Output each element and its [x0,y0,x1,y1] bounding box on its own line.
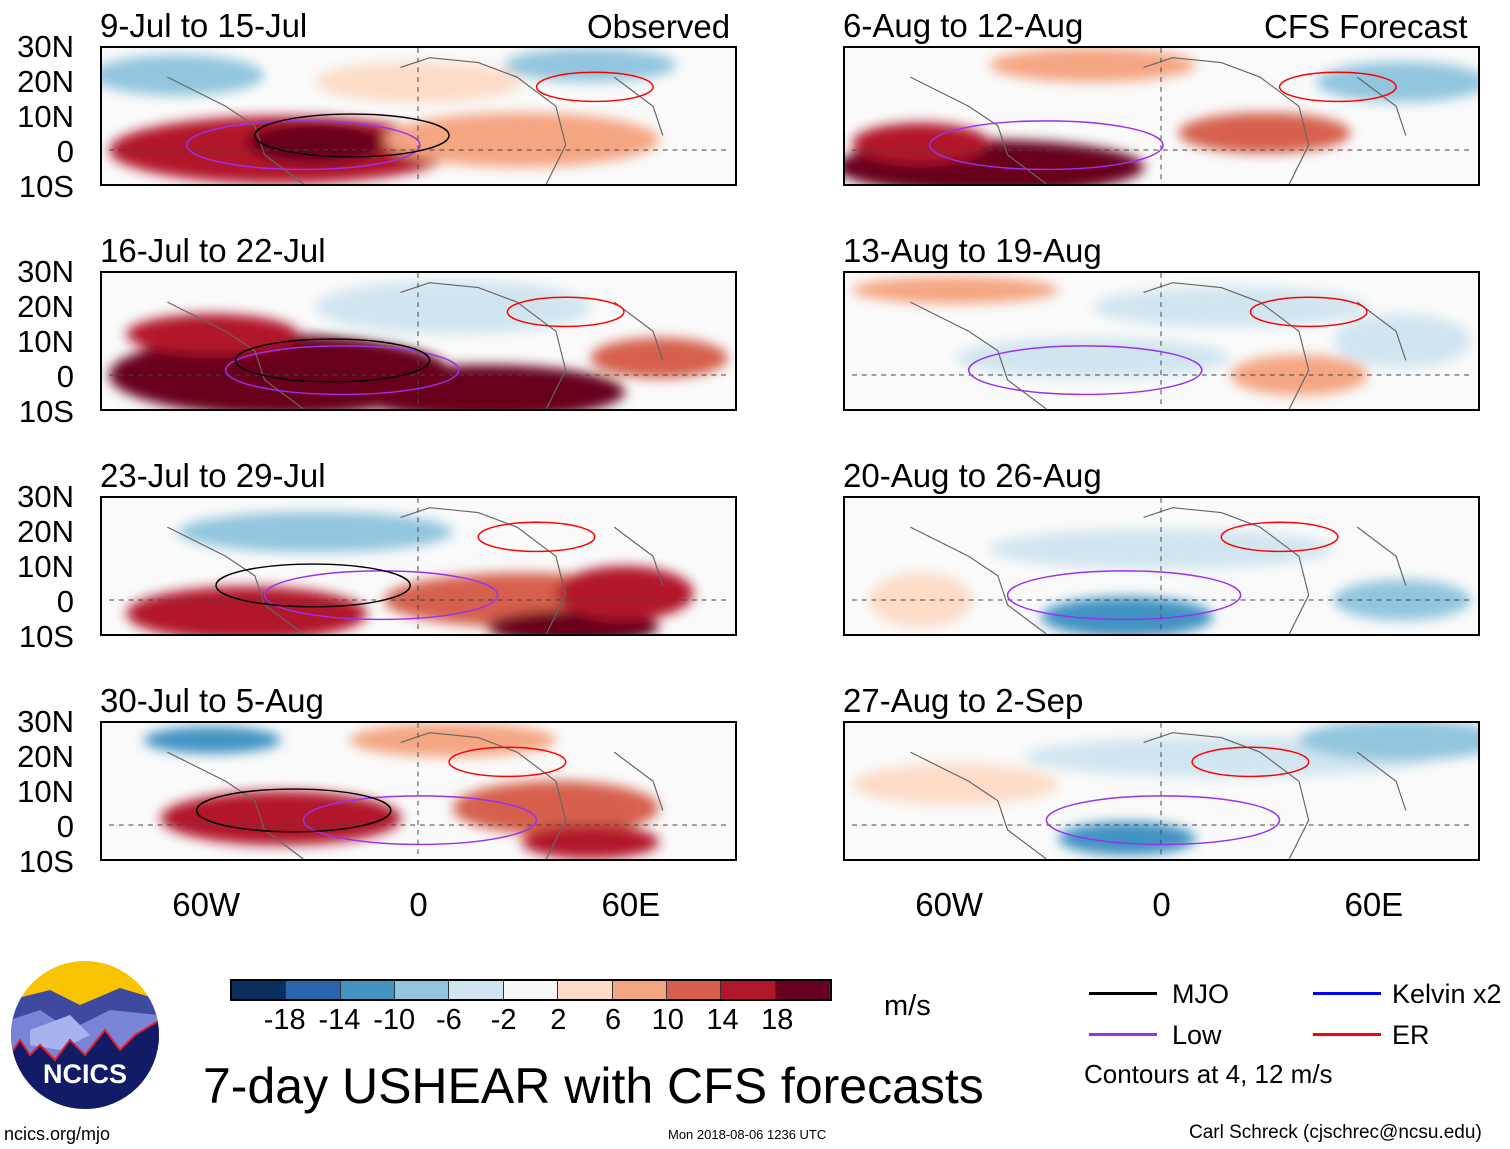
contours-note: Contours at 4, 12 m/s [1084,1059,1333,1089]
lat-label: 10S [18,844,74,879]
lat-label: 0 [56,809,74,844]
colorbar-label: -14 [318,1004,361,1036]
footer-author: Carl Schreck (cjschrec@ncsu.edu) [1189,1122,1482,1143]
colorbar-label: -2 [490,1004,517,1036]
legend-mjo-line [1089,992,1157,995]
panel-title: 16-Jul to 22-Jul [100,232,326,269]
colorbar-swatch [612,981,667,999]
map-panel [100,46,737,186]
colorbar-swatch [395,981,450,999]
legend-mjo: MJO [1172,979,1229,1009]
figure-title: 7-day USHEAR with CFS forecasts [203,1058,984,1114]
map-panel [843,46,1480,186]
lat-label: 0 [56,584,74,619]
lat-label: 10S [18,169,74,204]
lat-label: 10N [17,549,74,584]
lon-label: 0 [1152,886,1171,923]
colorbar-swatch [775,981,830,999]
panel-title: 23-Jul to 29-Jul [100,457,326,494]
map-panel [100,721,737,861]
colorbar-label: 2 [550,1004,567,1036]
lat-label: 10N [17,774,74,809]
colorbar-label: 14 [706,1004,739,1036]
lat-label: 30N [17,254,74,289]
lat-label: 10S [18,394,74,429]
colorbar-swatch [232,981,287,999]
colorbar-swatch [286,981,341,999]
lon-label: 60E [601,886,661,923]
footer-url[interactable]: ncics.org/mjo [4,1124,111,1144]
footer-timestamp: Mon 2018-08-06 1236 UTC [668,1127,827,1142]
colorbar-label: -18 [263,1004,306,1036]
lon-label: 60W [172,886,241,923]
panel-title: 27-Aug to 2-Sep [843,682,1084,719]
lat-label: 0 [56,134,74,169]
colorbar-swatch [721,981,776,999]
lat-label: 10S [18,619,74,654]
panel-title: 9-Jul to 15-Jul [100,7,308,44]
panel-title: 30-Jul to 5-Aug [100,682,324,719]
lat-label: 30N [17,704,74,739]
legend-kelvin-line [1313,992,1381,995]
colorbar-label: 10 [651,1004,684,1036]
legend-er-line [1313,1033,1381,1036]
map-panel [843,496,1480,636]
legend-kelvin: Kelvin x2 [1392,979,1502,1009]
lon-label: 60E [1344,886,1404,923]
colorbar-swatch [666,981,722,999]
observed-label: Observed [587,8,731,45]
lat-label: 0 [56,359,74,394]
ncics-logo: NCICS [10,960,160,1110]
colorbar-swatch [340,981,396,999]
colorbar-units: m/s [884,990,931,1022]
lat-label: 30N [17,29,74,64]
map-panel [100,271,737,411]
map-panel [843,271,1480,411]
colorbar-label: -10 [373,1004,416,1036]
lat-label: 20N [17,739,74,774]
lon-label: 0 [409,886,428,923]
lat-label: 20N [17,289,74,324]
colorbar-swatch [503,981,559,999]
lon-label: 60W [915,886,984,923]
map-panel [843,721,1480,861]
lat-label: 10N [17,99,74,134]
panel-title: 13-Aug to 19-Aug [843,232,1102,269]
lat-label: 10N [17,324,74,359]
colorbar-swatch [558,981,613,999]
legend-low: Low [1172,1020,1222,1050]
colorbar-swatch [449,981,504,999]
logo-text: NCICS [43,1059,127,1089]
forecast-label: CFS Forecast [1264,8,1468,45]
lat-label: 30N [17,479,74,514]
lat-label: 20N [17,514,74,549]
map-panel [100,496,737,636]
lat-label: 20N [17,64,74,99]
legend-er: ER [1392,1020,1430,1050]
colorbar [230,979,832,1001]
panel-title: 6-Aug to 12-Aug [843,7,1084,44]
colorbar-label: -6 [436,1004,462,1036]
legend-low-line [1089,1033,1157,1036]
colorbar-label: 6 [605,1004,622,1036]
panel-title: 20-Aug to 26-Aug [843,457,1102,494]
colorbar-label: 18 [761,1004,794,1036]
